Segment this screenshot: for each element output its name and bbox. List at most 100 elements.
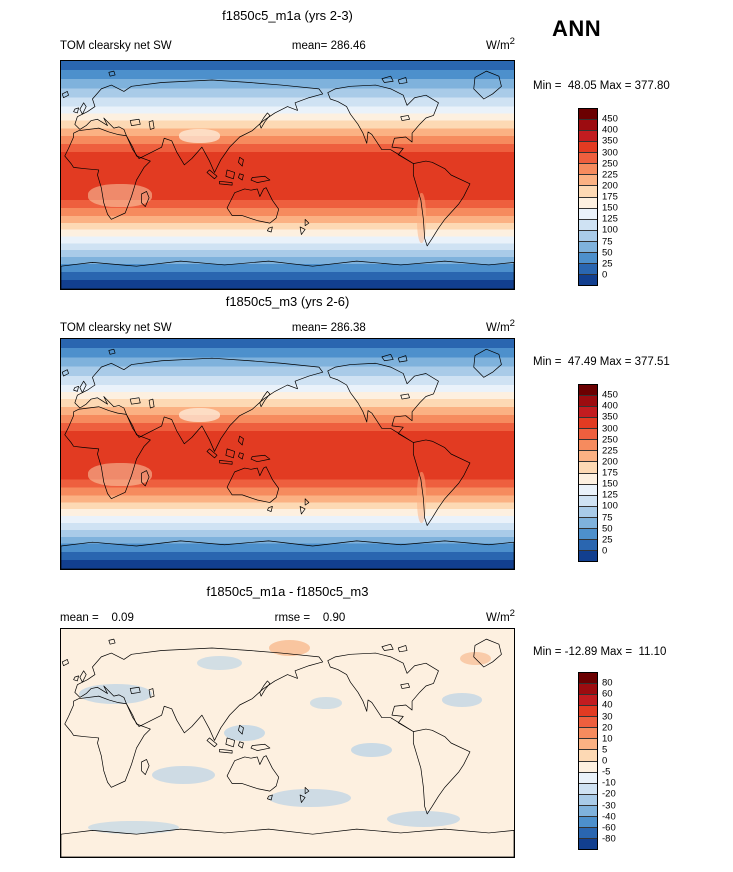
colorbar-cell	[579, 273, 597, 285]
colorbar-tick-label: 80	[602, 677, 613, 689]
panel1-map	[60, 60, 515, 290]
diff-anomaly-patch	[79, 683, 152, 705]
colorbar-tick-label: 0	[602, 755, 608, 767]
colorbar-cell	[579, 727, 597, 739]
colorbar-tick-label: 30	[602, 711, 613, 722]
colorbar-tick-label: 350	[602, 135, 618, 147]
colorbar-cell	[579, 251, 597, 263]
colorbar-tick-label: 225	[602, 169, 618, 181]
panel3-mean-value: mean = 0.09	[60, 611, 134, 624]
panel1-variable-label: TOM clearsky net SW	[60, 39, 172, 52]
panel1-colorbar	[578, 108, 598, 286]
diff-anomaly-patch	[387, 811, 460, 828]
colorbar-tick-label: -30	[602, 800, 616, 811]
colorbar-cell	[579, 207, 597, 219]
colorbar-cell	[579, 428, 597, 440]
terrain-shading-desert	[88, 463, 152, 487]
terrain-shading-tibet	[178, 129, 220, 144]
terrain-shading-tibet	[178, 408, 220, 422]
panel2-minmax-label: Min = 47.49 Max = 377.51	[533, 356, 670, 368]
panel2-variable-label: TOM clearsky net SW	[60, 321, 172, 334]
colorbar-tick-label: -5	[602, 766, 611, 778]
colorbar-cell	[579, 760, 597, 772]
colorbar-cell	[579, 549, 597, 561]
panel3-title: f1850c5_m1a - f1850c5_m3	[206, 584, 369, 599]
colorbar-cell	[579, 694, 597, 706]
colorbar-cell	[579, 538, 597, 550]
colorbar-cell	[579, 196, 597, 208]
panel3-rmse-value: rmse = 0.90	[274, 611, 346, 624]
colorbar-cell	[579, 738, 597, 750]
colorbar-tick-label: 350	[602, 411, 618, 423]
colorbar-tick-label: -20	[602, 788, 616, 800]
colorbar-tick-label: 100	[602, 500, 618, 512]
colorbar-cell	[579, 109, 597, 120]
colorbar-tick-label: 400	[602, 400, 618, 412]
colorbar-tick-label: -60	[602, 822, 616, 834]
colorbar-cell	[579, 826, 597, 838]
panel3-header-row: mean = 0.09 rmse = 0.90 W/m2	[60, 608, 515, 624]
season-label: ANN	[552, 16, 602, 41]
panel1-minmax-label: Min = 48.05 Max = 377.80	[533, 80, 670, 92]
colorbar-tick-label: 250	[602, 158, 618, 170]
colorbar-tick-label: 50	[602, 247, 613, 259]
colorbar-cell	[579, 163, 597, 175]
panel3-minmax-label: Min = -12.89 Max = 11.10	[533, 646, 667, 658]
colorbar-tick-label: 225	[602, 445, 618, 457]
colorbar-tick-label: 0	[602, 545, 608, 557]
colorbar-cell	[579, 218, 597, 230]
colorbar-tick-label: 300	[602, 423, 618, 434]
panel1-header-row: TOM clearsky net SW mean= 286.46 W/m2	[60, 36, 515, 52]
terrain-shading-desert	[88, 184, 152, 207]
colorbar-cell	[579, 450, 597, 462]
coastline-map	[61, 61, 514, 289]
panel3-units-label: W/m2	[486, 608, 515, 624]
colorbar-tick-label: 300	[602, 147, 618, 158]
colorbar-cell	[579, 262, 597, 274]
colorbar-cell	[579, 229, 597, 241]
colorbar-tick-label: -80	[602, 833, 616, 845]
colorbar-tick-label: 0	[602, 269, 608, 281]
colorbar-tick-label: 200	[602, 180, 618, 192]
diff-anomaly-patch	[441, 692, 483, 707]
panel2-colorbar	[578, 384, 598, 562]
colorbar-cell	[579, 439, 597, 451]
panel2-mean-value: mean= 286.38	[291, 321, 366, 334]
panel1-colorbar-labels: 450 400 350 300 250 225 200 175 150 125 100 75 50 25 0	[602, 108, 642, 286]
colorbar-tick-label: 100	[602, 224, 618, 236]
colorbar-tick-label: 75	[602, 236, 613, 247]
colorbar-tick-label: 5	[602, 744, 608, 756]
colorbar-cell	[579, 174, 597, 186]
panel3-colorbar	[578, 672, 598, 850]
colorbar-cell	[579, 815, 597, 827]
diff-anomaly-patch	[350, 743, 392, 757]
colorbar-tick-label: 75	[602, 512, 613, 523]
colorbar-cell	[579, 804, 597, 816]
colorbar-cell	[579, 837, 597, 849]
terrain-shading-andes	[416, 193, 426, 244]
colorbar-cell	[579, 417, 597, 429]
panel2-title: f1850c5_m3 (yrs 2-6)	[225, 294, 350, 309]
colorbar-tick-label: 125	[602, 489, 618, 501]
colorbar-cell	[579, 141, 597, 153]
panel2-units-label: W/m2	[486, 318, 515, 334]
colorbar-cell	[579, 395, 597, 407]
colorbar-tick-label: 450	[602, 389, 618, 401]
colorbar-tick-label: -40	[602, 811, 616, 823]
colorbar-cell	[579, 527, 597, 539]
colorbar-tick-label: 40	[602, 699, 613, 711]
diff-anomaly-patch	[88, 820, 179, 835]
colorbar-tick-label: 60	[602, 688, 613, 700]
colorbar-cell	[579, 771, 597, 783]
panel3-colorbar-labels: 80 60 40 30 20 10 5 0 -5 -10 -20 -30 -40 -60 -80	[602, 672, 642, 850]
colorbar-cell	[579, 516, 597, 528]
colorbar-cell	[579, 240, 597, 252]
colorbar-cell	[579, 505, 597, 517]
colorbar-cell	[579, 130, 597, 142]
coastline-map	[61, 348, 514, 569]
colorbar-cell	[579, 472, 597, 484]
colorbar-tick-label: 175	[602, 467, 618, 479]
diff-anomaly-patch	[196, 656, 243, 671]
colorbar-tick-label: 450	[602, 113, 618, 125]
